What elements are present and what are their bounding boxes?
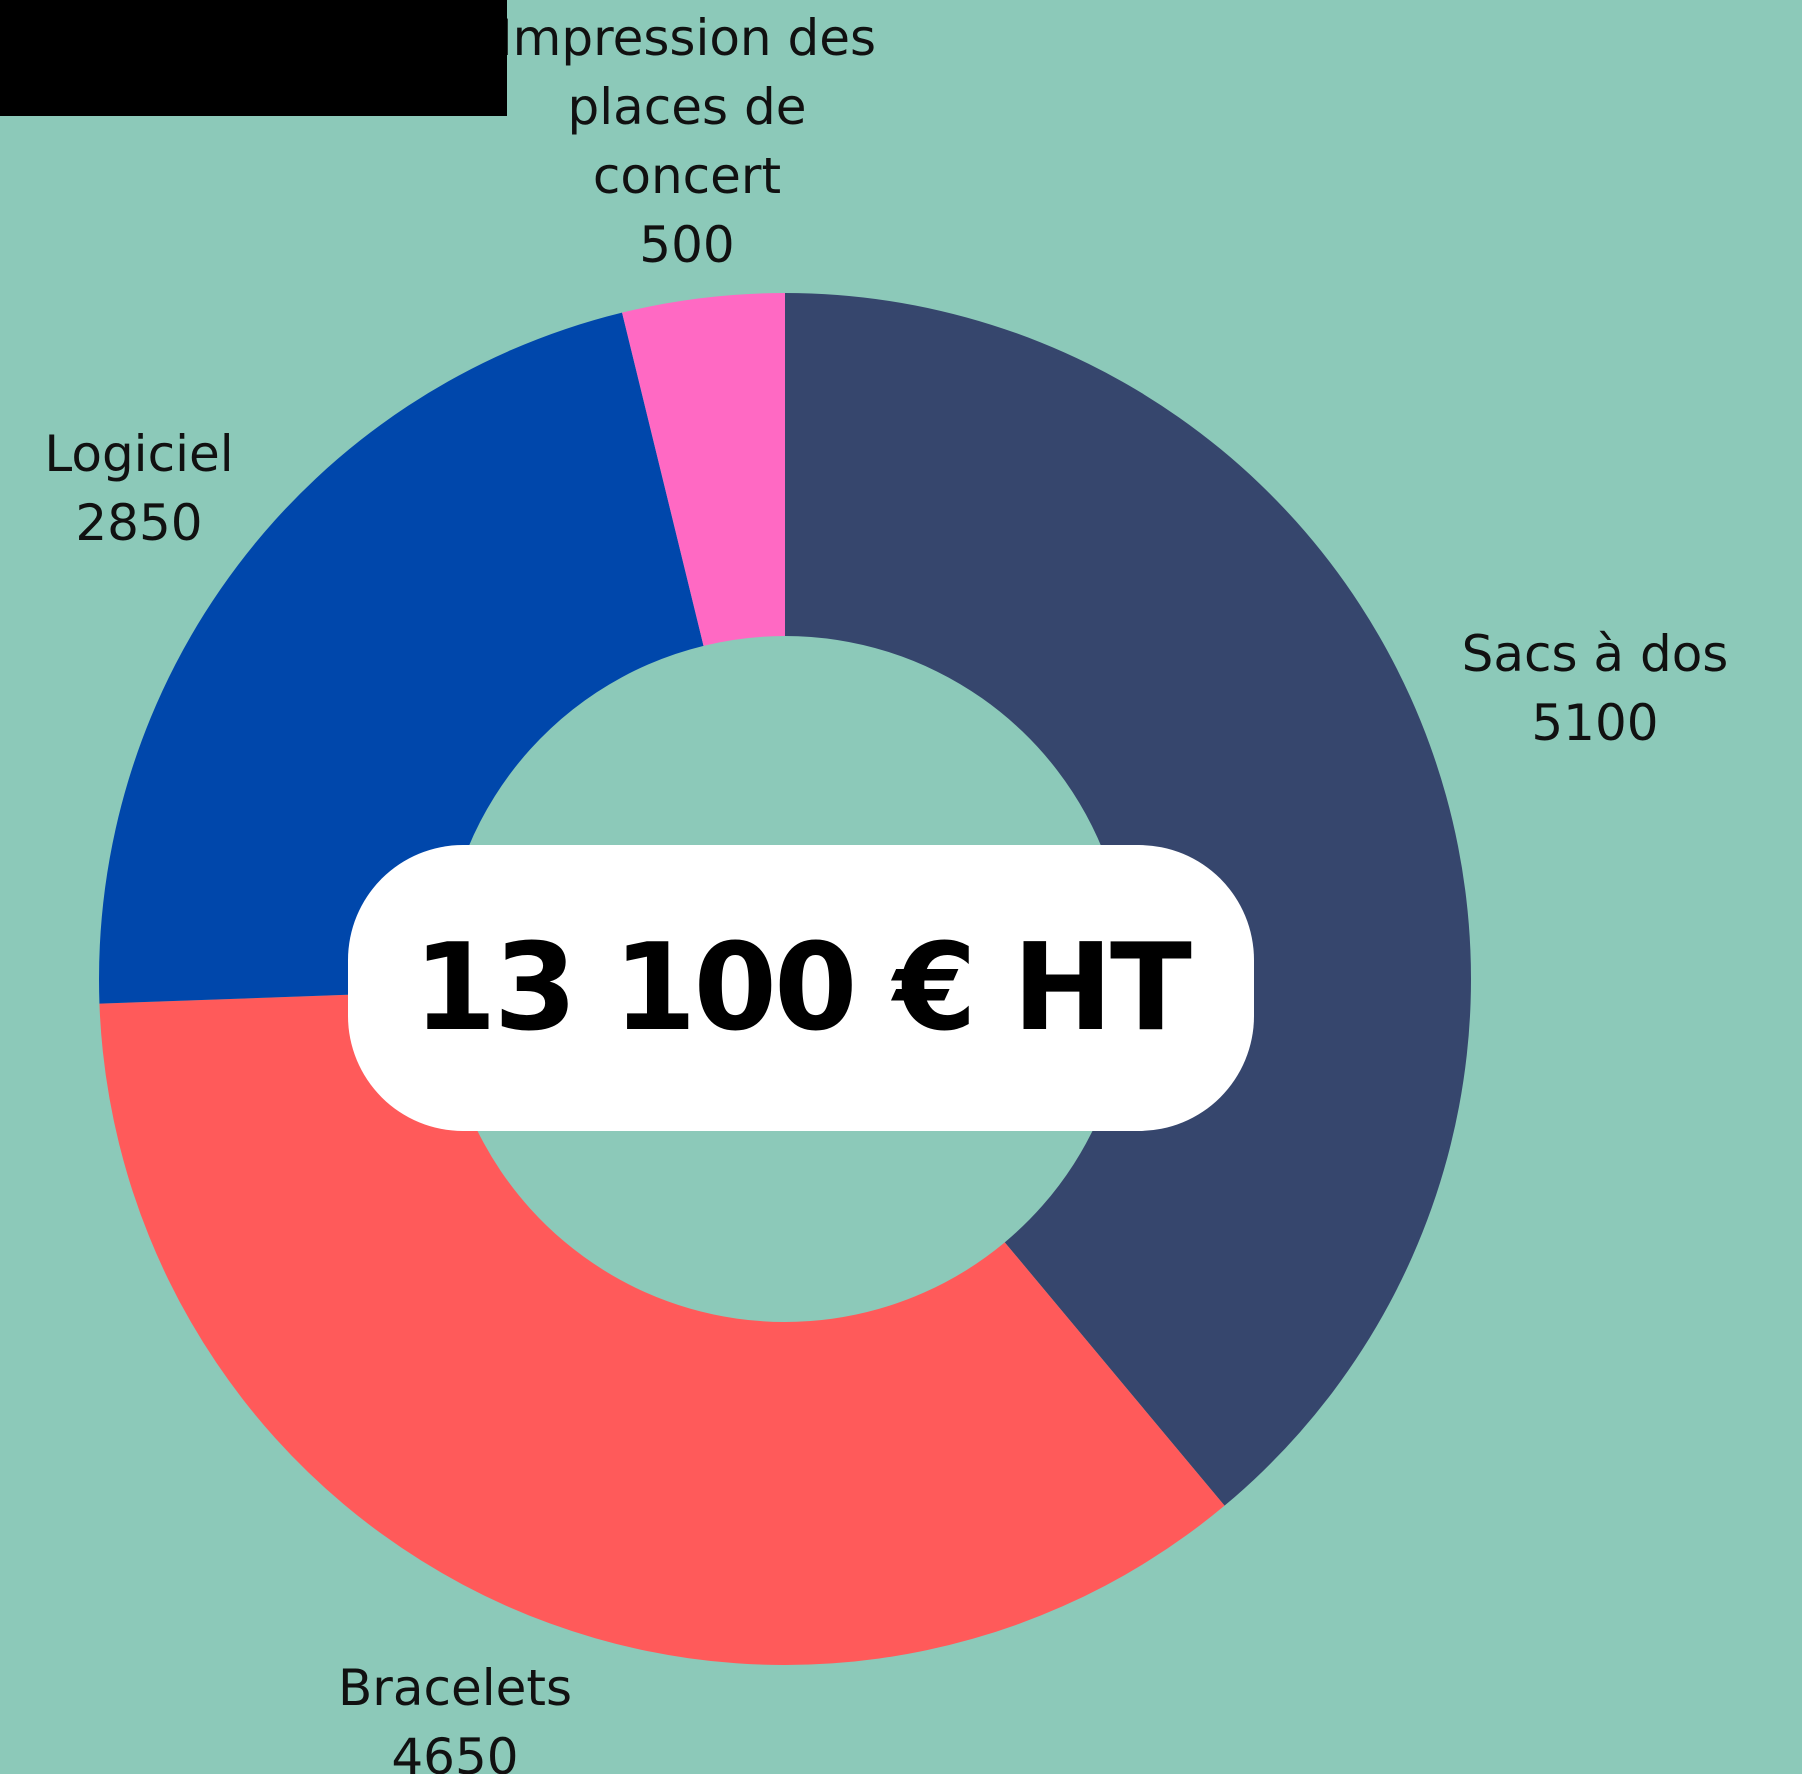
center-label: 13 100 € HT: [348, 845, 1254, 1131]
value-label: 4650: [391, 1728, 519, 1774]
donut-segment: [99, 991, 1225, 1666]
redaction: [0, 0, 507, 116]
data-label: Impression des places de concert 500: [487, 4, 887, 280]
category-label: Logiciel: [44, 425, 234, 483]
data-label: Bracelets 4650: [205, 1654, 705, 1774]
category-label: Sacs à dos: [1461, 625, 1729, 683]
donut-segment: [99, 312, 704, 1004]
category-label: Impression des places de concert: [497, 9, 877, 205]
value-label: 5100: [1531, 694, 1659, 752]
donut-segment: [622, 293, 785, 646]
data-label: Logiciel 2850: [0, 420, 339, 558]
value-label: 2850: [75, 494, 203, 552]
data-label: Sacs à dos 5100: [1345, 620, 1802, 758]
category-label: Bracelets: [337, 1659, 573, 1717]
value-label: 500: [639, 216, 735, 274]
